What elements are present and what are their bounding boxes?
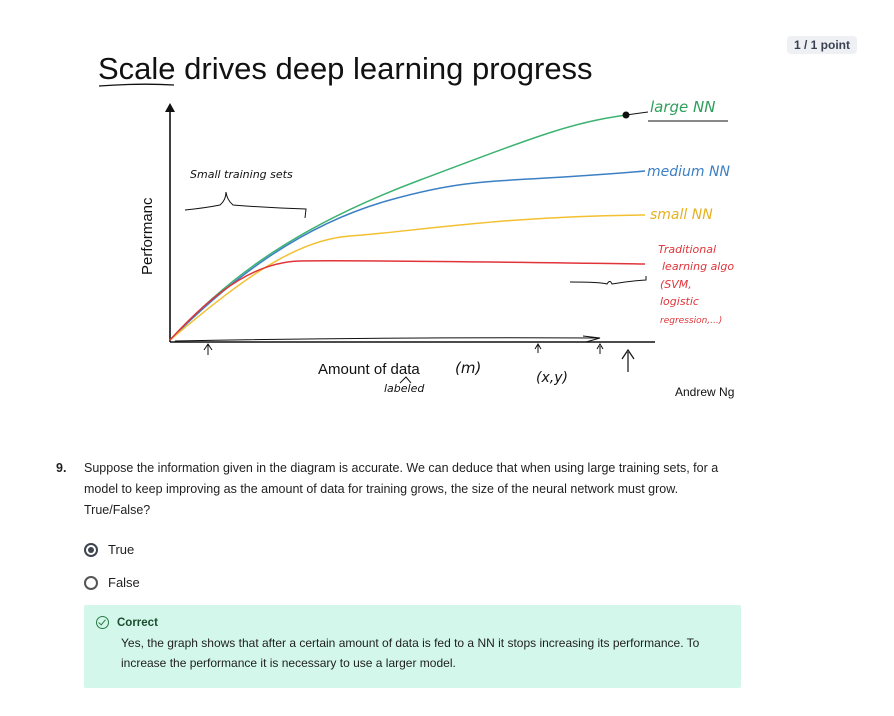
x-axis-sketch-line — [174, 337, 601, 342]
figure-title: Scale drives deep learning progress — [98, 51, 593, 86]
large-sets-brace — [569, 276, 647, 285]
small-nn-curve — [169, 214, 646, 341]
large-data-arrow — [621, 348, 635, 372]
y-axis-label: Performanc — [139, 197, 156, 275]
traditional-algo-label: Traditional learning algo (SVM, logistic… — [658, 243, 734, 326]
option-label: True — [108, 542, 135, 557]
small-nn-label: small NN — [650, 207, 713, 223]
option-false[interactable]: False — [84, 575, 140, 590]
svg-text:Traditional: Traditional — [658, 243, 716, 256]
medium-nn-curve — [169, 170, 646, 341]
title-underline — [98, 83, 175, 87]
radio-selected-icon[interactable] — [84, 542, 98, 557]
svg-text:logistic: logistic — [660, 295, 699, 308]
radio-icon[interactable] — [84, 575, 98, 590]
traditional-algo-curve — [169, 259, 646, 341]
large-nn-curve — [169, 114, 627, 341]
xy-arrow — [534, 343, 542, 353]
question-text: Suppose the information given in the dia… — [84, 461, 719, 517]
large-nn-label: large NN — [650, 98, 716, 116]
x-axis-symbol: (m) — [455, 359, 481, 377]
svg-text:regression,...): regression,...) — [660, 316, 722, 326]
labeled-note: labeled — [384, 382, 425, 395]
option-true[interactable]: True — [84, 542, 134, 557]
y-axis-arrow — [165, 103, 175, 112]
check-circle-icon — [96, 616, 109, 629]
small-data-arrow — [203, 343, 213, 355]
labeled-caret — [399, 376, 412, 384]
mid-data-arrow — [596, 343, 604, 354]
question: 9. Suppose the information given in the … — [56, 458, 746, 521]
feedback-text: Yes, the graph shows that after a certai… — [121, 636, 700, 670]
x-axis-label: Amount of data — [318, 361, 420, 378]
deep-learning-scale-figure: Scale drives deep learning progress Perf… — [98, 51, 734, 399]
credit: Andrew Ng — [675, 385, 734, 399]
xy-note: (x,y) — [536, 370, 568, 386]
large-nn-pointer — [625, 111, 649, 116]
score-badge: 1 / 1 point — [787, 36, 858, 54]
svg-text:(SVM,: (SVM, — [660, 278, 692, 291]
x-axis-sketch-arrow — [582, 335, 601, 343]
medium-nn-label: medium NN — [647, 164, 730, 180]
feedback-panel: Correct Yes, the graph shows that after … — [84, 605, 741, 688]
svg-text:learning algo: learning algo — [662, 260, 734, 273]
option-label: False — [108, 575, 140, 590]
feedback-status: Correct — [117, 616, 158, 629]
small-sets-note: Small training sets — [190, 168, 293, 181]
small-sets-brace — [184, 191, 307, 219]
question-number: 9. — [56, 461, 67, 475]
